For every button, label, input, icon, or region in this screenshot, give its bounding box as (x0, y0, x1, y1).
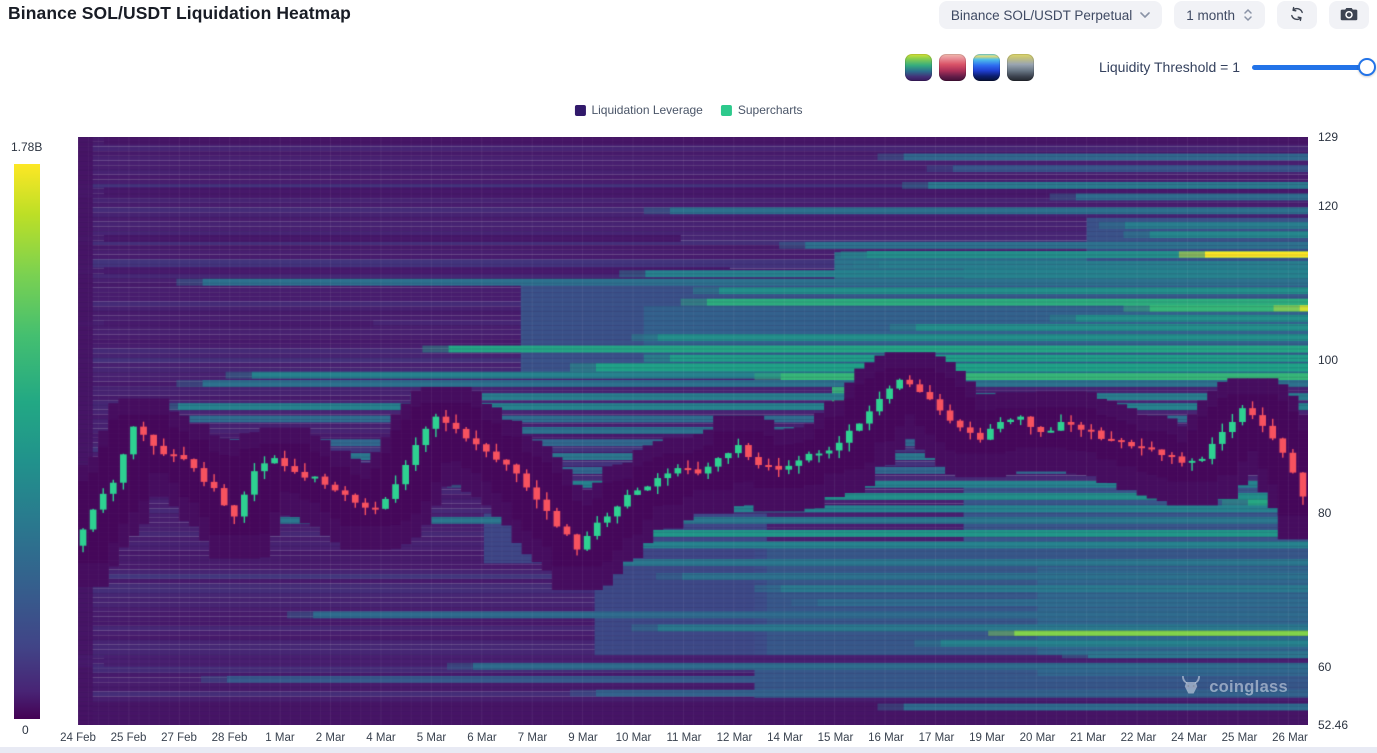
slider-track[interactable] (1252, 65, 1368, 70)
x-axis-tick-label: 19 Mar (969, 732, 1005, 744)
colorbar-min-label: 0 (22, 723, 29, 737)
legend-label: Liquidation Leverage (591, 103, 703, 117)
x-axis-tick-label: 9 Mar (568, 732, 598, 744)
chart-legend: Liquidation Leverage Supercharts (574, 103, 803, 117)
threshold-row: Liquidity Threshold = 1 (905, 53, 1376, 81)
x-axis-tick-label: 17 Mar (918, 732, 955, 744)
palette-blue-button[interactable] (973, 53, 1000, 81)
legend-swatch-liquidation-leverage (574, 104, 586, 116)
liquidity-threshold-slider[interactable] (1252, 58, 1376, 76)
y-axis-tick-label: 100 (1318, 352, 1339, 367)
x-axis-tick-label: 6 Mar (467, 732, 497, 744)
x-axis-tick-label: 26 Mar (1272, 732, 1308, 744)
y-axis-tick-label: 129 (1318, 130, 1339, 144)
legend-swatch-supercharts (720, 104, 732, 116)
x-axis-tick-label: 4 Mar (366, 732, 396, 744)
top-controls: Binance SOL/USDT Perpetual 1 month (938, 0, 1369, 30)
period-dropdown-value: 1 month (1186, 7, 1235, 23)
page-title: Binance SOL/USDT Liquidation Heatmap (8, 3, 351, 23)
x-axis-tick-label: 24 Feb (60, 732, 96, 744)
x-axis-tick-label: 10 Mar (615, 732, 652, 744)
slider-knob[interactable] (1358, 58, 1376, 76)
period-dropdown[interactable]: 1 month (1174, 1, 1265, 29)
x-axis-tick-label: 11 Mar (666, 732, 702, 744)
x-axis-tick-label: 1 Mar (265, 732, 295, 744)
refresh-icon (1289, 6, 1305, 25)
x-axis-tick-label: 16 Mar (868, 732, 904, 744)
x-axis-tick-label: 22 Mar (1120, 732, 1157, 744)
legend-item-supercharts[interactable]: Supercharts (720, 103, 803, 117)
screenshot-button[interactable] (1329, 1, 1369, 29)
symbol-dropdown-value: Binance SOL/USDT Perpetual (950, 7, 1133, 23)
y-axis-tick-label: 52.46 (1318, 718, 1349, 732)
colorbar-gradient (14, 164, 40, 719)
liquidity-threshold-label: Liquidity Threshold = 1 (1099, 59, 1240, 75)
x-axis-tick-label: 27 Feb (161, 732, 197, 744)
x-axis-tick-label: 14 Mar (767, 732, 803, 744)
bottom-strip (0, 747, 1377, 753)
symbol-dropdown[interactable]: Binance SOL/USDT Perpetual (938, 1, 1163, 29)
x-axis-tick-label: 20 Mar (1019, 732, 1056, 744)
palette-viridis-button[interactable] (905, 53, 932, 81)
colorbar-max-label: 1.78B (11, 140, 43, 154)
chevron-down-icon (1140, 12, 1151, 18)
x-axis-tick-label: 15 Mar (817, 732, 854, 744)
y-axis-tick-label: 120 (1318, 199, 1339, 214)
x-axis-tick-label: 25 Feb (110, 732, 147, 744)
palette-gray-button[interactable] (1007, 53, 1034, 81)
x-axis-tick-label: 25 Mar (1221, 732, 1258, 744)
legend-label: Supercharts (737, 103, 803, 117)
palette-red-button[interactable] (939, 53, 966, 81)
x-axis-tick-label: 28 Feb (211, 732, 248, 744)
x-axis-tick-label: 12 Mar (716, 732, 753, 744)
x-axis-tick-label: 7 Mar (517, 732, 548, 744)
x-axis-tick-label: 21 Mar (1070, 732, 1106, 744)
x-axis-tick-label: 24 Mar (1171, 732, 1207, 744)
legend-item-liquidation-leverage[interactable]: Liquidation Leverage (574, 103, 703, 117)
camera-icon (1340, 6, 1358, 25)
x-axis-tick-label: 2 Mar (315, 732, 346, 744)
refresh-button[interactable] (1277, 1, 1317, 29)
y-axis: 129 120 100 80 60 52.46 (1316, 130, 1374, 732)
heatmap-chart[interactable]: coinglass (78, 137, 1308, 725)
x-axis: 24 Feb 25 Feb 27 Feb 28 Feb 1 Mar 2 Mar 4 Mar 5… (60, 732, 1308, 748)
y-axis-tick-label: 80 (1318, 506, 1332, 521)
y-axis-tick-label: 60 (1318, 660, 1332, 675)
heatmap-canvas[interactable] (78, 137, 1308, 725)
updown-chevrons-icon (1243, 8, 1253, 22)
x-axis-tick-label: 5 Mar (416, 732, 447, 744)
